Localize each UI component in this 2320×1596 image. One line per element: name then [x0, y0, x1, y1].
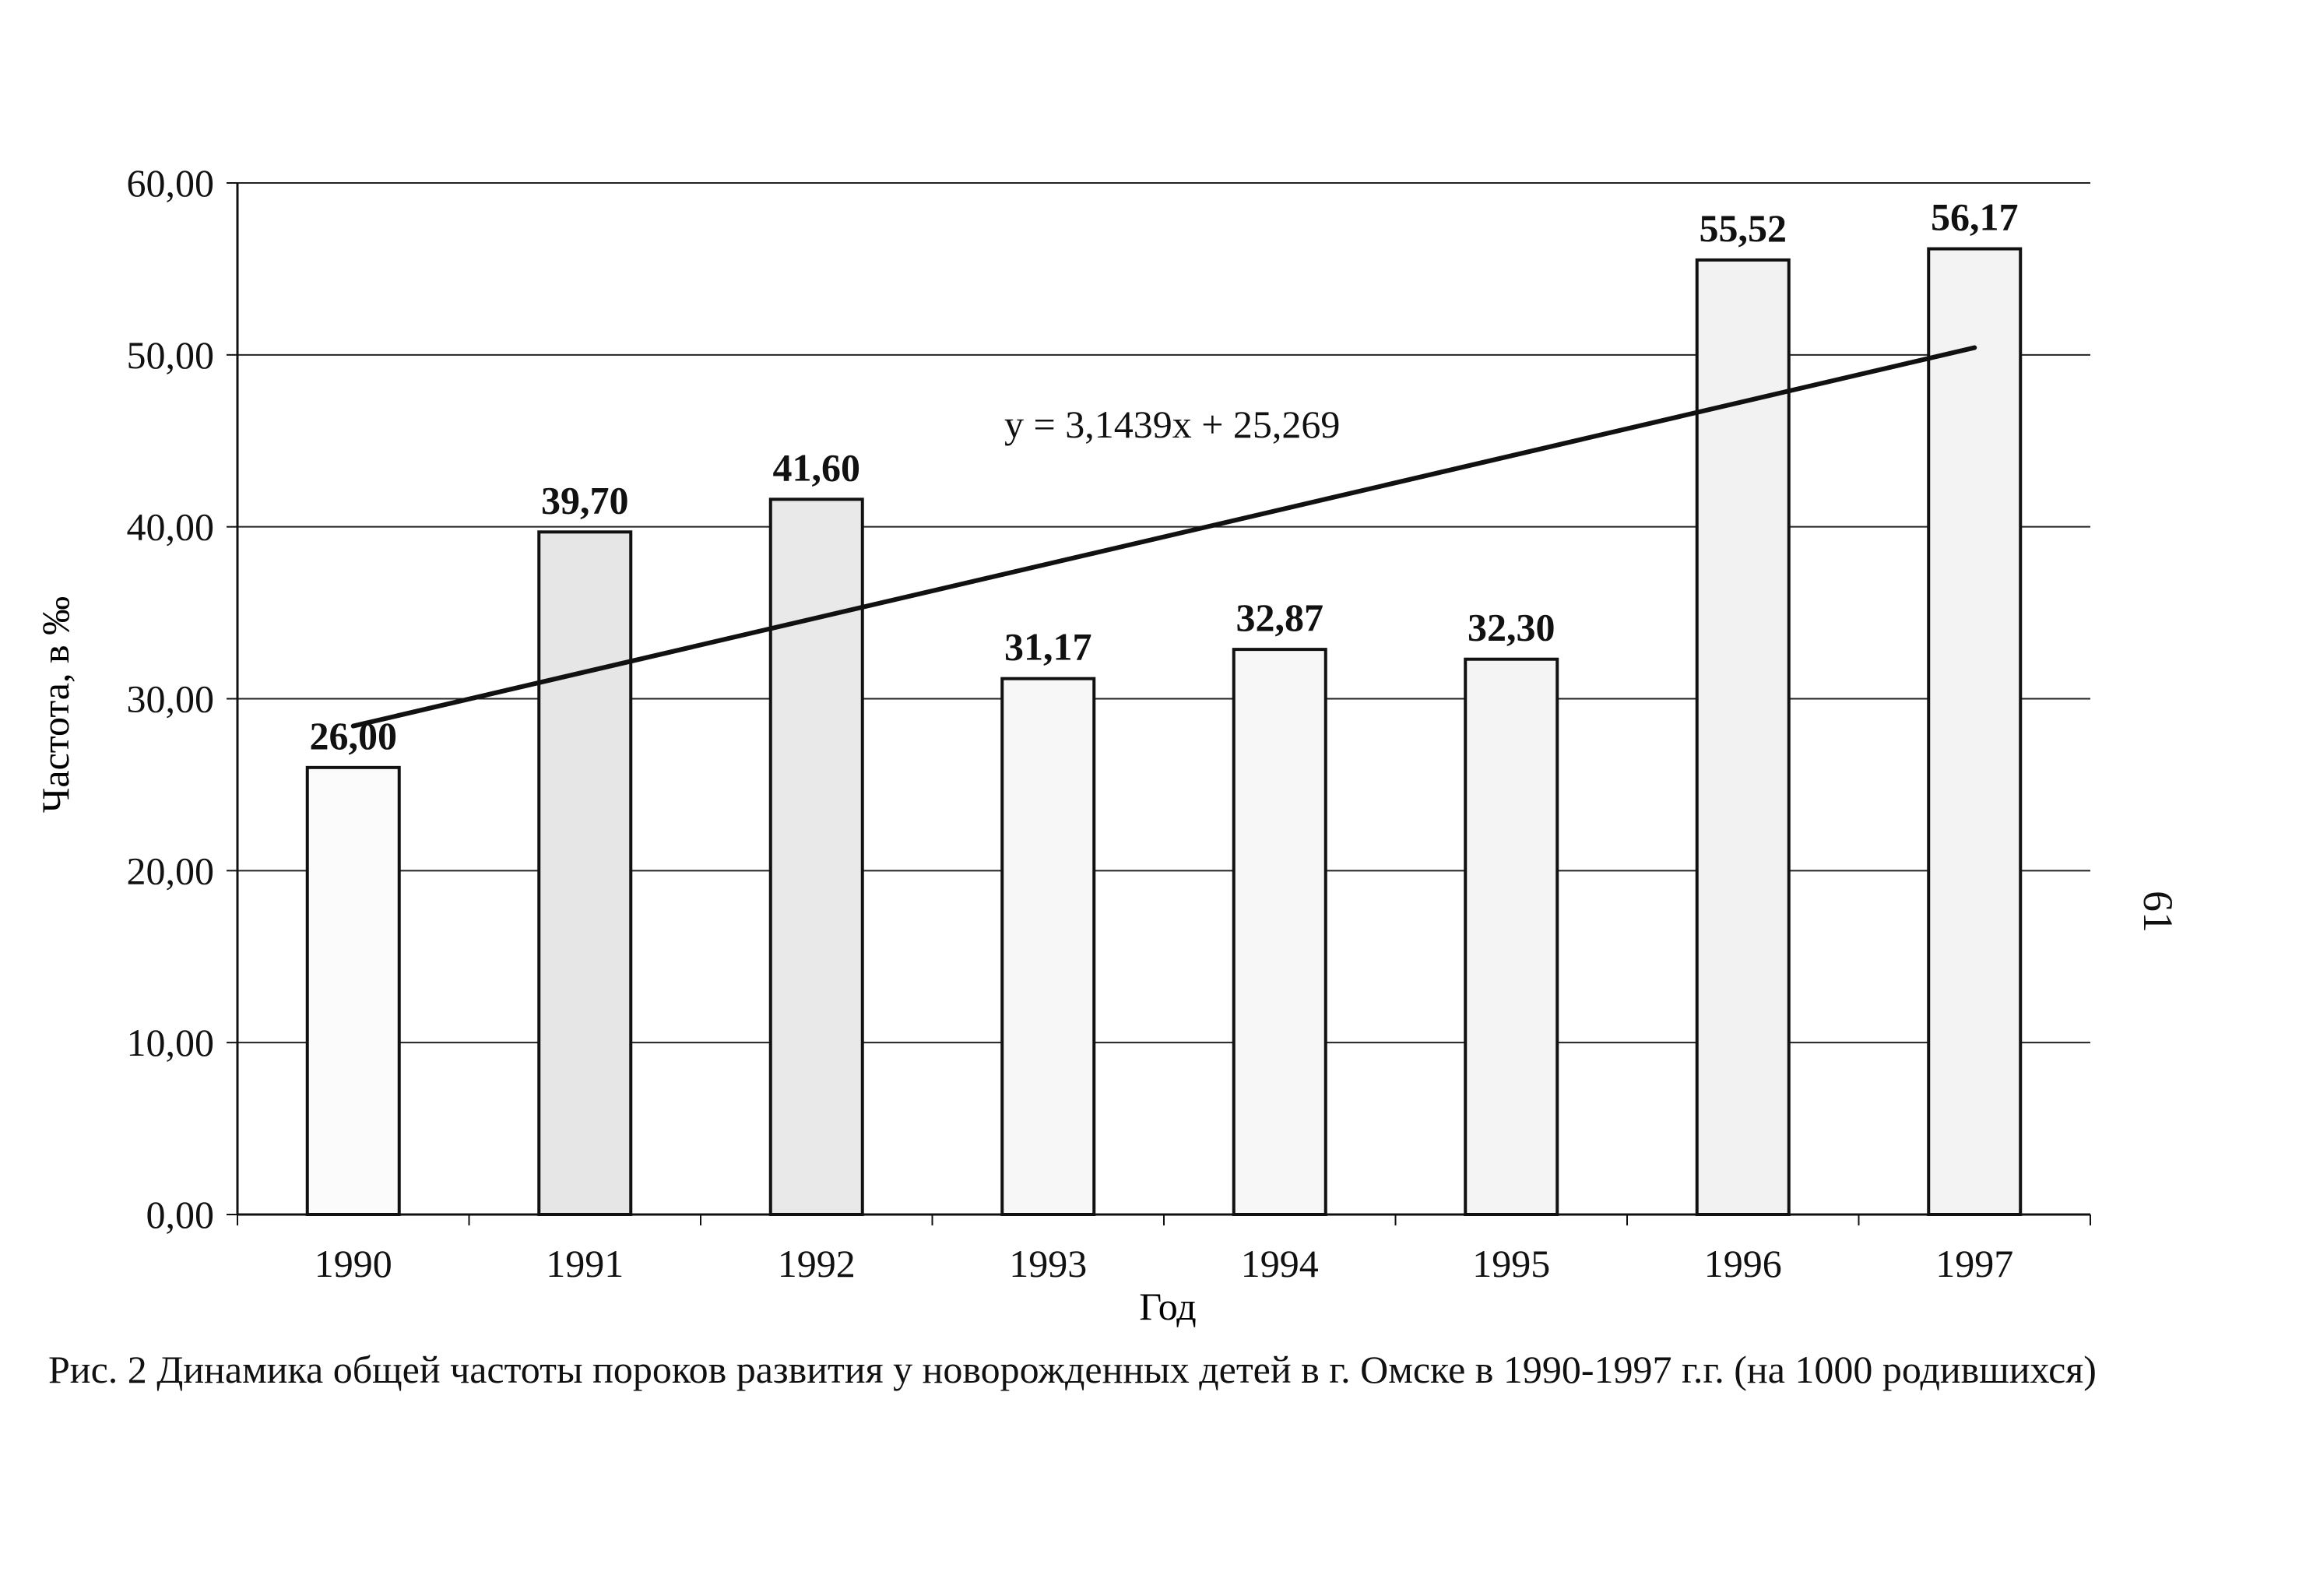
bar-1991: [537, 530, 633, 1216]
data-label-1993: 31,17: [1004, 625, 1092, 669]
trendline-equation: y = 3,1439x + 25,269: [1004, 403, 1340, 446]
bar-1995: [1464, 657, 1559, 1216]
x-tick-label-1990: 1990: [315, 1242, 392, 1285]
bar-1990: [305, 765, 401, 1216]
x-axis-title: Год: [1139, 1285, 1197, 1328]
data-label-1995: 32,30: [1468, 606, 1555, 649]
trendline: [350, 345, 1977, 729]
x-tick-label-1997: 1997: [1935, 1242, 2013, 1285]
data-label-1996: 55,52: [1700, 206, 1787, 250]
page-number: 61: [2135, 891, 2181, 933]
y-axis-title: Частота, в ‰: [33, 596, 77, 813]
x-tick-label-1992: 1992: [778, 1242, 856, 1285]
bars: [305, 247, 2023, 1216]
axes: 0,00 10,00 20,00 30,00 40,00 50,00 60,00 1990 19…: [127, 161, 2091, 1285]
bar-1996: [1695, 258, 1791, 1216]
bar-1992: [768, 497, 864, 1216]
y-tick-label: 20,00: [127, 849, 215, 892]
y-tick-label: 10,00: [127, 1021, 215, 1064]
x-tick-label-1995: 1995: [1472, 1242, 1550, 1285]
data-label-1994: 32,87: [1236, 596, 1324, 639]
bar-1993: [1000, 677, 1096, 1216]
x-tick-label-1991: 1991: [546, 1242, 624, 1285]
y-tick-label: 50,00: [127, 333, 215, 377]
y-tick-label: 30,00: [127, 677, 215, 721]
figure-caption: Рис. 2 Динамика общей частоты пороков ра…: [48, 1348, 2097, 1391]
x-tick-label-1993: 1993: [1009, 1242, 1087, 1285]
y-tick-label: 40,00: [127, 505, 215, 549]
x-tick-label-1996: 1996: [1704, 1242, 1782, 1285]
bar-1994: [1232, 648, 1327, 1216]
y-tick-label: 0,00: [146, 1193, 215, 1236]
y-tick-label: 60,00: [127, 161, 215, 205]
trendline-group: y = 3,1439x + 25,269: [350, 345, 1977, 729]
data-label-1997: 56,17: [1931, 195, 2019, 239]
bar-1997: [1927, 247, 2023, 1216]
data-label-1992: 41,60: [773, 445, 861, 489]
data-label-1991: 39,70: [541, 478, 629, 522]
x-tick-label-1994: 1994: [1241, 1242, 1319, 1285]
gridlines: [237, 182, 2090, 1044]
